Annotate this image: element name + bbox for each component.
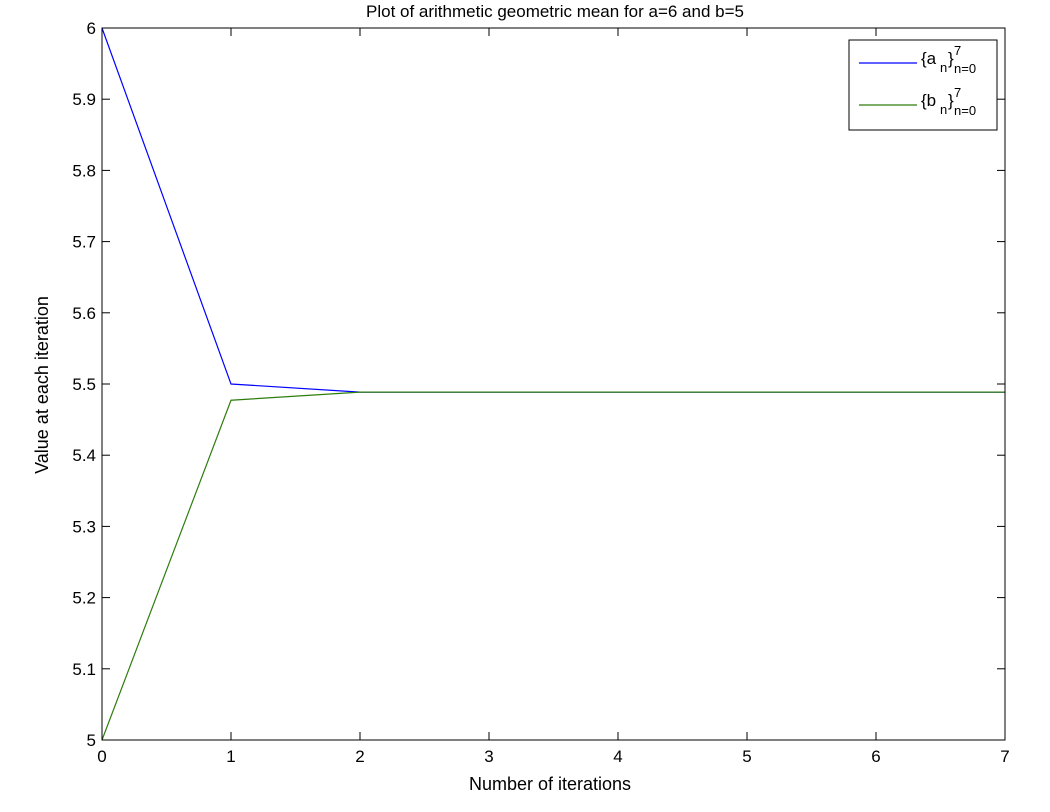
x-axis-title: Number of iterations [469,774,631,794]
legend-entry-0-superscript: 7 [954,43,961,58]
legend-entry-1-close: } [948,91,954,110]
x-tick-label: 7 [1000,747,1009,766]
legend: {a n} 7n=0{b n} 7n=0 [848,39,998,131]
legend-entry-1-range: n=0 [954,103,976,118]
legend-entry-1-subscript: n [940,102,947,117]
ticks-layer: 0 1 2 3 4 5 6 7 5 5.1 5.2 5.3 5.4 5.5 5.6 5.7 5.8 5.9 6 [72,19,1009,766]
y-tick-label: 5.9 [72,90,96,109]
legend-entry-0-subscript: n [940,60,947,75]
x-tick-label: 1 [226,747,235,766]
y-tick-label: 5.1 [72,660,96,679]
y-tick-label: 5.8 [72,161,96,180]
y-tick-label: 5.6 [72,304,96,323]
y-tick-label: 5.7 [72,233,96,252]
y-tick-label: 5.5 [72,375,96,394]
legend-entry-0-name: {a [921,49,937,68]
y-tick-label: 5.2 [72,589,96,608]
legend-entry-0-range: n=0 [954,61,976,76]
x-tick-label: 0 [97,747,106,766]
chart-title: Plot of arithmetic geometric mean for a=… [366,2,744,21]
legend-entry-1-name: {b [921,91,936,110]
y-tick-label: 5.3 [72,517,96,536]
x-tick-label: 5 [742,747,751,766]
y-axis-title: Value at each iteration [32,296,52,474]
series-layer [101,27,1005,741]
x-tick-label: 3 [484,747,493,766]
y-tick-label: 5 [87,731,96,750]
x-tick-label: 4 [613,747,622,766]
y-tick-label: 6 [87,19,96,38]
legend-entry-0-close: } [948,49,954,68]
legend-box [848,39,998,131]
x-tick-label: 6 [871,747,880,766]
legend-entry-1-superscript: 7 [954,85,961,100]
series-line-1 [101,391,1005,741]
y-tick-label: 5.4 [72,446,96,465]
x-tick-label: 2 [355,747,364,766]
